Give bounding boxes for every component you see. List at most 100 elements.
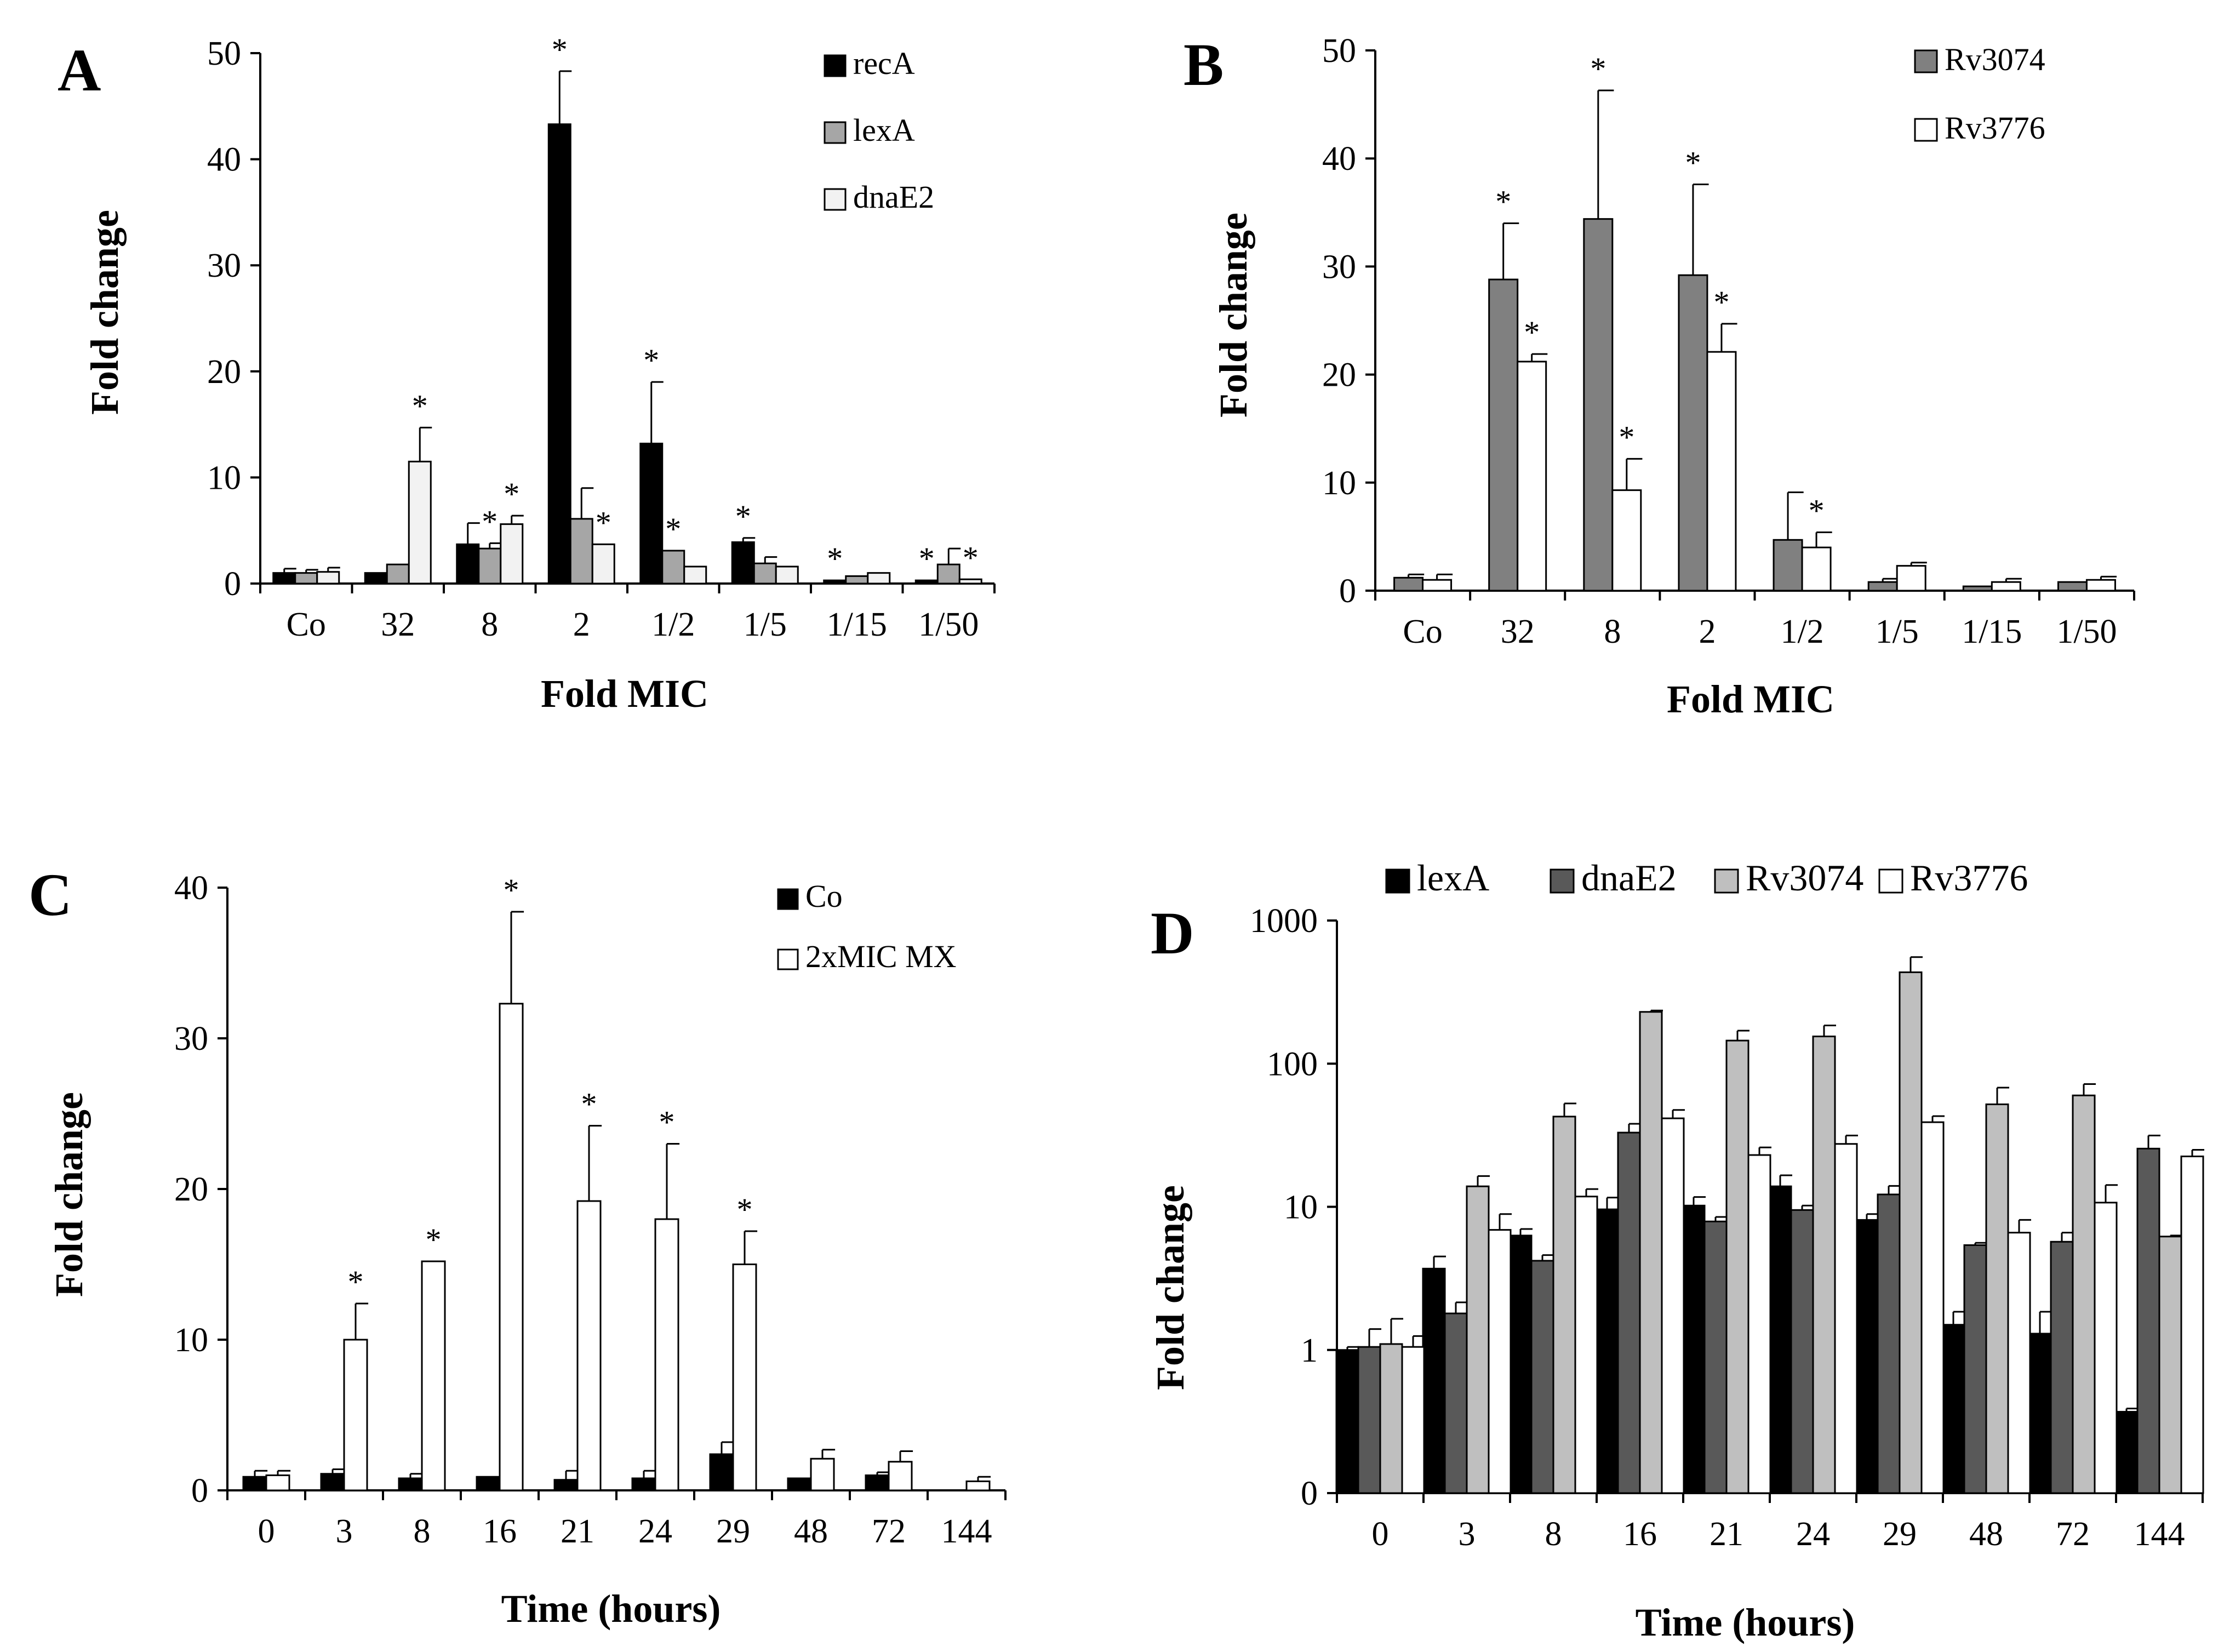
bar	[1552, 1116, 1576, 1494]
bar	[500, 523, 524, 585]
bar	[1488, 278, 1519, 592]
bar	[2136, 1147, 2160, 1494]
bar	[1639, 1011, 1663, 1494]
panel-a-ylabel: Fold change	[83, 210, 127, 415]
panel-d-xlabel: Time (hours)	[1636, 1600, 1855, 1644]
y-tick-label: 50	[207, 35, 241, 72]
legend-swatch	[824, 54, 847, 77]
significance-star: *	[963, 540, 979, 575]
bar	[1574, 1196, 1598, 1494]
significance-star: *	[1713, 284, 1729, 320]
panel-c-xlabel: Time (hours)	[501, 1587, 721, 1631]
significance-star: *	[827, 541, 843, 576]
y-tick-label: 30	[174, 1020, 208, 1057]
bar	[2114, 1411, 2139, 1494]
significance-star: *	[552, 32, 568, 67]
significance-star: *	[1685, 145, 1701, 181]
significance-star: *	[504, 872, 519, 908]
x-tick-label: 2	[1699, 613, 1716, 650]
y-tick-label: 10	[207, 459, 241, 496]
significance-star: *	[643, 342, 659, 378]
panel-a-letter: A	[58, 37, 101, 104]
significance-star: *	[659, 1105, 675, 1140]
bar	[1617, 1131, 1641, 1494]
y-tick-label: 40	[174, 870, 208, 907]
bar	[1920, 1121, 1945, 1494]
bar	[576, 1200, 602, 1491]
x-tick-label: 1/50	[2056, 613, 2117, 650]
legend-label: recA	[853, 45, 915, 81]
bar	[1768, 1185, 1792, 1494]
significance-star: *	[737, 1192, 753, 1227]
x-tick-label: 8	[1545, 1516, 1562, 1553]
bar	[1773, 539, 1803, 592]
bar	[272, 572, 296, 585]
panel-a-xlabel: Fold MIC	[541, 672, 708, 716]
bar	[1682, 1204, 1706, 1494]
bar	[343, 1339, 368, 1491]
bar	[914, 579, 939, 585]
panel-d-ylabel: Fold change	[1148, 1185, 1192, 1390]
x-tick-label: 24	[638, 1513, 672, 1550]
bar	[1899, 971, 1923, 1494]
panel-b-ylabel: Fold change	[1211, 213, 1255, 418]
x-tick-label: 0	[1372, 1516, 1389, 1553]
panel-a-chart: A Fold MIC Fold change 0 10 20 30 40 50 Co 32 8 2…	[58, 32, 996, 716]
bar	[1896, 565, 1926, 592]
x-tick-label: Co	[287, 606, 326, 643]
x-tick-label: 29	[1883, 1516, 1917, 1553]
x-tick-label: 24	[1796, 1516, 1830, 1553]
y-tick-label: 0	[224, 565, 241, 603]
significance-star: *	[412, 388, 428, 424]
bar	[569, 518, 593, 585]
y-tick-label: 10	[1284, 1189, 1318, 1226]
panel-c-letter: C	[28, 861, 72, 928]
legend-swatch	[1714, 868, 1739, 894]
bar	[1747, 1154, 1771, 1494]
bar	[683, 565, 707, 585]
bar	[631, 1477, 656, 1491]
bar	[408, 460, 432, 585]
bar	[398, 1477, 423, 1491]
y-tick-label: 30	[207, 247, 241, 284]
bar	[1422, 579, 1453, 592]
bar	[265, 1474, 290, 1491]
bar	[386, 563, 410, 585]
y-tick-label: 100	[1267, 1045, 1318, 1083]
bar	[2180, 1155, 2204, 1494]
panel-b-letter: B	[1184, 31, 1224, 98]
bar	[1867, 581, 1898, 592]
y-tick-label: 1	[1301, 1332, 1318, 1369]
legend-swatch	[824, 188, 847, 211]
significance-star: *	[919, 541, 935, 576]
bar	[1991, 581, 2021, 592]
bar	[2007, 1232, 2031, 1494]
x-tick-label: Co	[1403, 613, 1442, 650]
y-tick-label: 20	[1322, 357, 1356, 394]
y-tick-label: 40	[207, 141, 241, 179]
legend-label: lexA	[1417, 857, 1489, 899]
x-tick-label: 48	[1969, 1516, 2003, 1553]
x-tick-label: 21	[561, 1513, 594, 1550]
x-tick-label: 2	[573, 606, 590, 643]
bar	[1855, 1219, 1879, 1494]
bar	[1877, 1193, 1901, 1494]
significance-star: *	[426, 1222, 442, 1257]
legend-label: Rv3776	[1945, 110, 2045, 146]
bar	[1611, 489, 1642, 592]
bar	[316, 571, 340, 585]
bar	[1678, 274, 1708, 592]
y-tick-label: 0	[191, 1472, 208, 1510]
bar	[2072, 1094, 2096, 1494]
bar	[421, 1260, 446, 1491]
legend-label: Co	[805, 878, 843, 914]
bar	[731, 541, 755, 585]
x-tick-label: 8	[414, 1513, 431, 1550]
bar	[1790, 1209, 1814, 1494]
legend-label: dnaE2	[1581, 857, 1677, 899]
y-tick-label: 40	[1322, 140, 1356, 178]
bar	[2028, 1333, 2052, 1494]
panel-d-chart: D Time (hours) Fold change 0 1 10 100 1000 0 3…	[1148, 857, 2204, 1644]
bar	[1963, 1244, 1987, 1494]
bar	[1661, 1117, 1685, 1494]
